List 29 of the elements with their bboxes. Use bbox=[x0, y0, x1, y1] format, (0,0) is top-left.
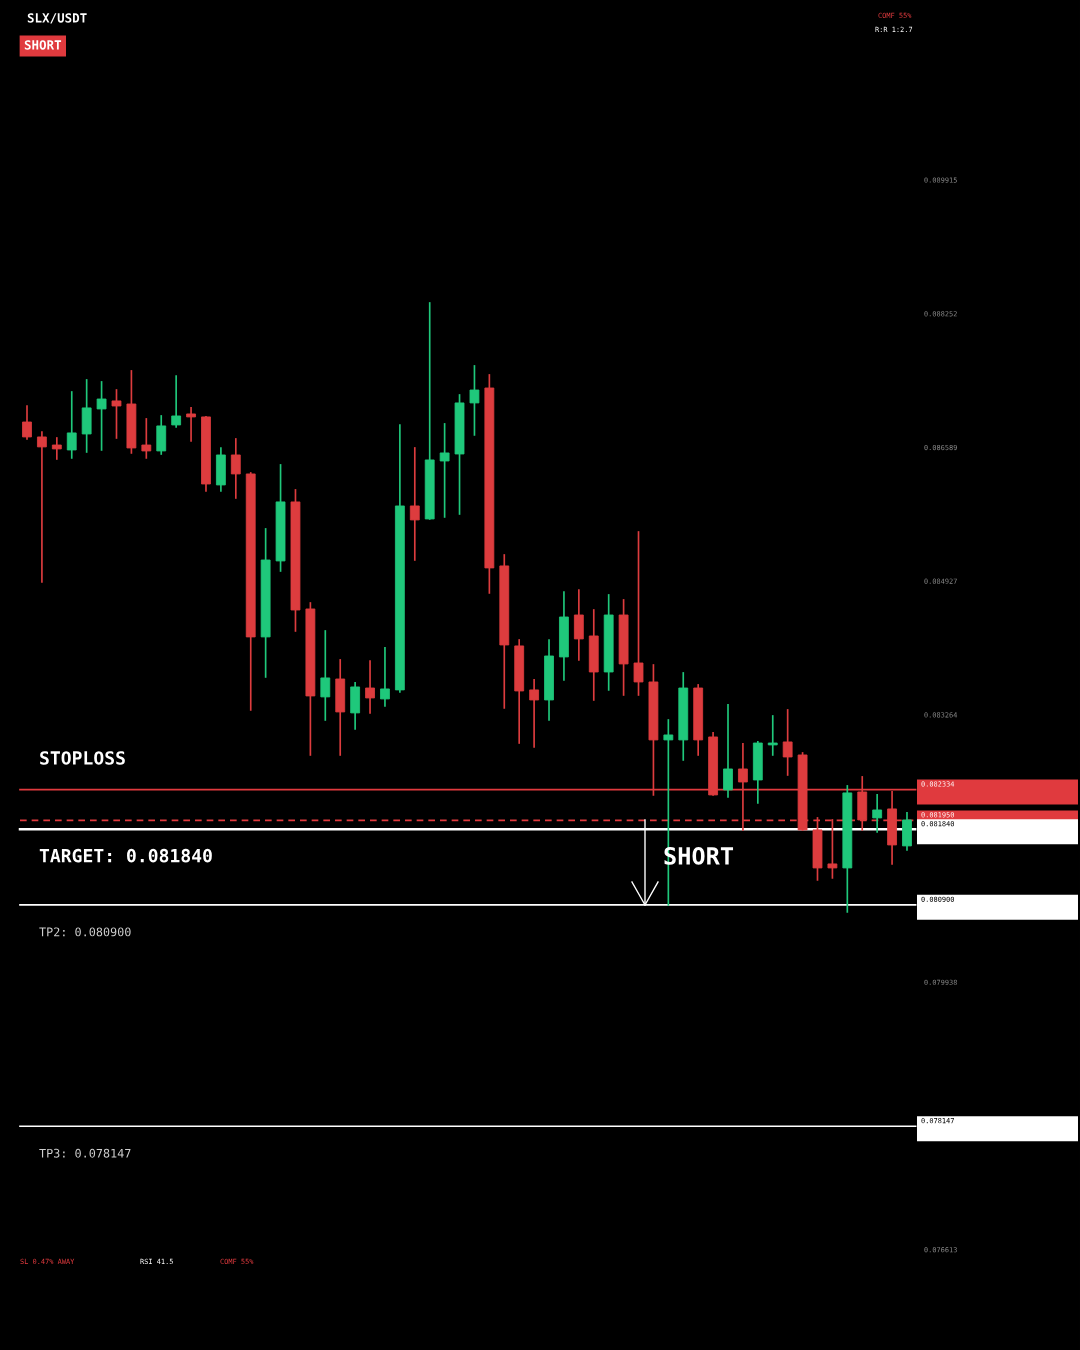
candlestick bbox=[439, 423, 450, 518]
candlestick bbox=[782, 709, 793, 776]
annotation: SHORT bbox=[24, 40, 62, 50]
candlestick bbox=[66, 391, 77, 459]
candlestick bbox=[230, 438, 241, 499]
candlestick bbox=[320, 630, 331, 721]
candlestick bbox=[573, 589, 584, 661]
candlestick bbox=[22, 405, 32, 440]
ref-line-label: TARGET: 0.081840 bbox=[39, 848, 212, 863]
ref-line-label: TP2: 0.080900 bbox=[39, 927, 131, 937]
candlestick bbox=[872, 794, 883, 833]
candlestick bbox=[171, 375, 182, 428]
candlestick bbox=[96, 381, 107, 451]
candlestick bbox=[51, 437, 62, 460]
candlestick bbox=[633, 531, 644, 696]
candlestick bbox=[409, 447, 420, 561]
candlestick bbox=[37, 431, 47, 583]
ref-line-label: STOPLOSS bbox=[40, 751, 125, 765]
candlestick bbox=[141, 418, 152, 459]
candlestick bbox=[767, 715, 778, 756]
text: SLX/USDT bbox=[27, 13, 87, 24]
candlestick bbox=[469, 365, 480, 436]
candlestick bbox=[529, 679, 539, 748]
candlestick bbox=[111, 389, 122, 439]
candlestick bbox=[380, 647, 390, 707]
ref-line-label: TP3: 0.078147 bbox=[39, 1148, 131, 1158]
candlestick bbox=[365, 660, 375, 714]
candlestick bbox=[186, 407, 196, 442]
candlestick bbox=[723, 704, 733, 798]
